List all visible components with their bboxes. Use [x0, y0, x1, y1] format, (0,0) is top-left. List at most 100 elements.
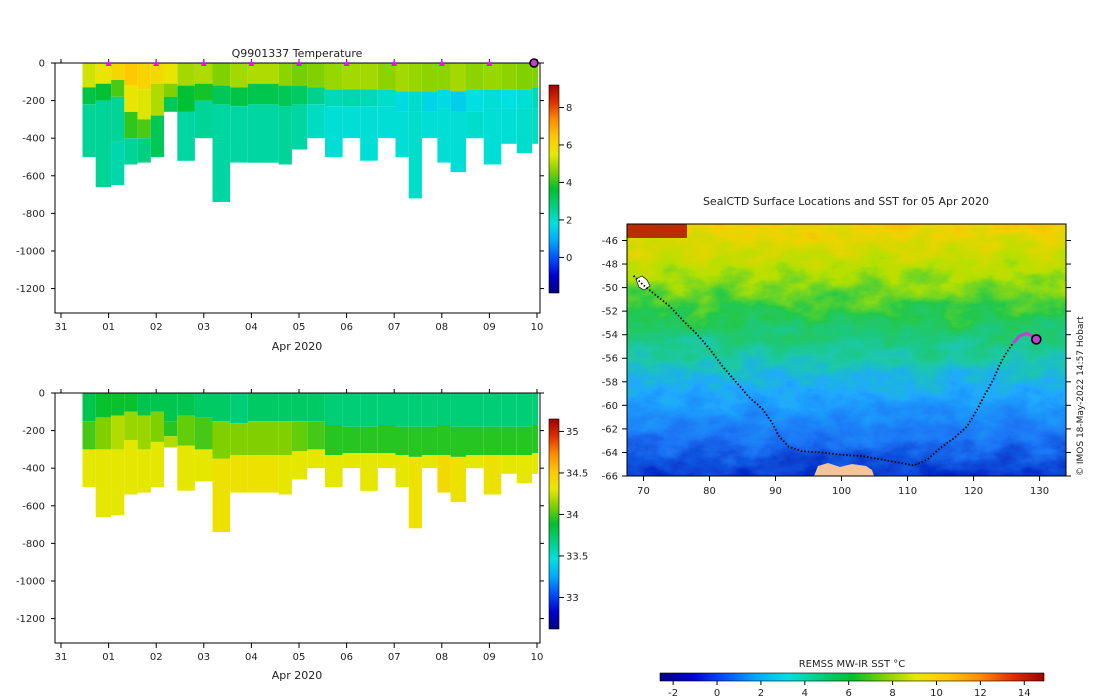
- profile-layer-cell: [212, 63, 231, 86]
- profile-layer-cell: [278, 421, 292, 455]
- profile-layer-cell: [532, 108, 539, 144]
- y-tick-label: -1000: [16, 576, 45, 587]
- profile-layer-cell: [291, 85, 308, 105]
- profile-layer-cell: [111, 96, 125, 142]
- sst-colorbar-tick-label: 12: [974, 688, 987, 699]
- map-x-tick-label: 120: [964, 486, 983, 497]
- profile-layer-cell: [408, 91, 422, 112]
- profile-layer-cell: [137, 119, 151, 139]
- y-tick-label: -600: [22, 171, 45, 182]
- profile-layer-cell: [437, 108, 451, 163]
- colorbar-tick-label: 2: [566, 215, 572, 226]
- profile-layer-cell: [422, 455, 438, 469]
- profile-layer-cell: [164, 421, 178, 437]
- sst-colorbar: REMSS MW-IR SST °C -2 0 2 4 6 8 10 12 14: [659, 659, 1045, 699]
- profile-layer-cell: [278, 85, 292, 107]
- profile-layer-cell: [516, 108, 533, 154]
- profile-layer-cell: [377, 393, 396, 425]
- sst-colorbar-tick-label: 10: [930, 688, 943, 699]
- y-tick-label: -600: [22, 501, 45, 512]
- x-tick-label: 06: [340, 652, 353, 663]
- profile-layer-cell: [501, 393, 517, 427]
- x-tick-label: 02: [150, 652, 163, 663]
- profile-layer-cell: [466, 455, 484, 469]
- y-tick-label: -800: [22, 209, 45, 220]
- profile-layer-cell: [124, 111, 138, 139]
- map-y-tick-label: -66: [602, 472, 618, 483]
- profile-layer-cell: [516, 89, 533, 109]
- colorbar-tick-label: 4: [566, 178, 572, 189]
- profile-layer-cell: [247, 393, 279, 422]
- sst-field: [627, 224, 1066, 476]
- profile-layer-cell: [377, 453, 396, 469]
- surface-fix-marker: [486, 60, 493, 66]
- map-x-tick-label: 80: [703, 486, 716, 497]
- colorbar-tick-label: 34: [566, 510, 579, 521]
- profile-layer-cell: [437, 455, 451, 493]
- profile-layer-cell: [501, 426, 517, 455]
- profile-layer-cell: [377, 425, 396, 454]
- profile-layer-cell: [111, 449, 125, 516]
- profile-layer-cell: [408, 111, 422, 199]
- profile-layer-cell: [532, 63, 539, 88]
- map-y-tick-label: -52: [602, 307, 618, 318]
- profile-layer-cell: [124, 411, 138, 440]
- profile-layer-cell: [450, 91, 466, 112]
- profile-layer-cell: [483, 89, 502, 109]
- profile-layer-cell: [212, 393, 231, 422]
- profile-layer-cell: [177, 63, 195, 86]
- profile-layer-cell: [450, 111, 466, 173]
- salinity-colorbar: 33 33.5 34 34.5 35: [548, 418, 588, 630]
- colorbar-tick-label: 33: [566, 593, 579, 604]
- profile-layer-cell: [360, 393, 378, 427]
- x-tick-label: 31: [55, 322, 68, 333]
- colorbar-tick-label: 6: [566, 140, 572, 151]
- profile-layer-cell: [150, 393, 164, 412]
- profile-layer-cell: [408, 63, 422, 92]
- profile-layer-cell: [230, 455, 248, 493]
- profile-layer-cell: [247, 63, 279, 84]
- profile-layer-cell: [164, 393, 178, 422]
- sst-field-pattern: [627, 224, 1066, 476]
- temperature-title: Q9901337 Temperature: [232, 47, 363, 60]
- profile-layer-cell: [360, 89, 378, 107]
- profile-layer-cell: [124, 138, 138, 165]
- profile-layer-cell: [82, 63, 96, 88]
- profile-layer-cell: [124, 63, 138, 86]
- sst-map-frame: [626, 223, 1067, 477]
- x-tick-label: 08: [435, 652, 448, 663]
- surface-fix-marker: [105, 60, 112, 66]
- profile-layer-cell: [164, 436, 178, 448]
- x-tick-label: 09: [483, 652, 496, 663]
- profile-layer-cell: [291, 451, 308, 480]
- y-tick-label: -200: [22, 426, 45, 437]
- profile-layer-cell: [342, 453, 361, 469]
- profile-layer-cell: [342, 89, 361, 107]
- profile-layer-cell: [230, 87, 248, 107]
- sst-field-gradient: [627, 224, 1066, 476]
- sst-map-title: SealCTD Surface Locations and SST for 05…: [703, 195, 989, 208]
- profile-layer-cell: [150, 441, 164, 487]
- y-tick-label: -400: [22, 134, 45, 145]
- profile-layer-cell: [194, 83, 213, 101]
- map-y-tick-label: -50: [602, 283, 618, 294]
- map-y-tick-label: -62: [602, 424, 618, 435]
- profile-layer-cell: [422, 426, 438, 455]
- profile-layer-cell: [516, 393, 533, 427]
- profile-layer-cell: [501, 89, 517, 109]
- map-x-tick-label: 130: [1030, 486, 1049, 497]
- profile-layer-cell: [395, 111, 409, 157]
- profile-layer-cell: [342, 393, 361, 427]
- colorbar-tick-label: 34.5: [566, 468, 588, 479]
- y-tick-label: 0: [39, 389, 45, 400]
- profile-layer-cell: [360, 426, 378, 454]
- sst-colorbar-label: REMSS MW-IR SST °C: [799, 659, 906, 670]
- profile-layer-cell: [194, 449, 213, 482]
- x-tick-label: 03: [197, 322, 210, 333]
- sst-colorbar-tick-label: 6: [846, 688, 852, 699]
- profile-layer-cell: [212, 85, 231, 105]
- profile-layer-cell: [422, 91, 438, 112]
- profile-layer-cell: [408, 393, 422, 427]
- y-tick-label: -400: [22, 464, 45, 475]
- profile-layer-cell: [82, 393, 96, 422]
